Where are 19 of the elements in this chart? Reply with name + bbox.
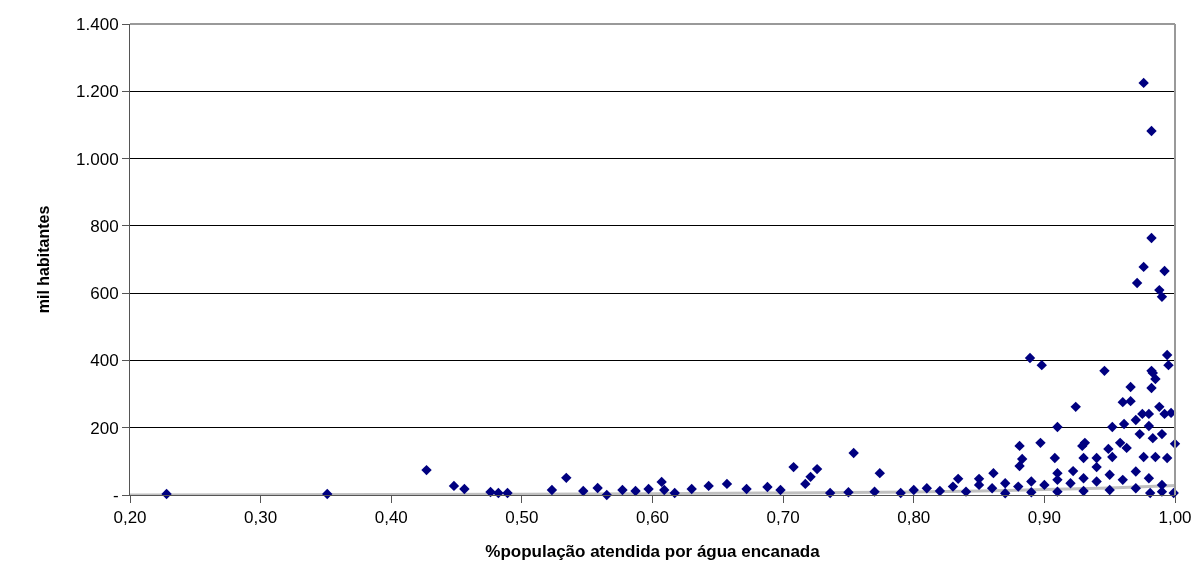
y-tick-label: 1.400 <box>76 14 119 34</box>
x-tick-label: 0,80 <box>897 508 931 528</box>
y-axis-title: mil habitantes <box>34 205 52 314</box>
y-tick-label: 200 <box>90 418 119 438</box>
y-tick-label: 800 <box>90 216 119 236</box>
y-tick-label: 1.000 <box>76 149 119 169</box>
x-axis-title: %população atendida por água encanada <box>485 541 821 561</box>
y-tick-label: 400 <box>90 351 119 371</box>
x-tick-label: 0,30 <box>244 508 278 528</box>
y-tick-label: 1.200 <box>76 82 119 102</box>
x-tick-label: 0,70 <box>766 508 800 528</box>
x-tick-label: 0,90 <box>1027 508 1061 528</box>
x-tick-label: 1,00 <box>1158 508 1192 528</box>
x-tick-label: 0,60 <box>635 508 670 528</box>
x-tick-label: 0,20 <box>113 508 147 528</box>
y-tick-label: - <box>112 485 119 505</box>
x-tick-label: 0,50 <box>505 508 539 528</box>
y-tick-label: 600 <box>90 284 119 304</box>
x-tick-label: 0,40 <box>374 508 408 528</box>
